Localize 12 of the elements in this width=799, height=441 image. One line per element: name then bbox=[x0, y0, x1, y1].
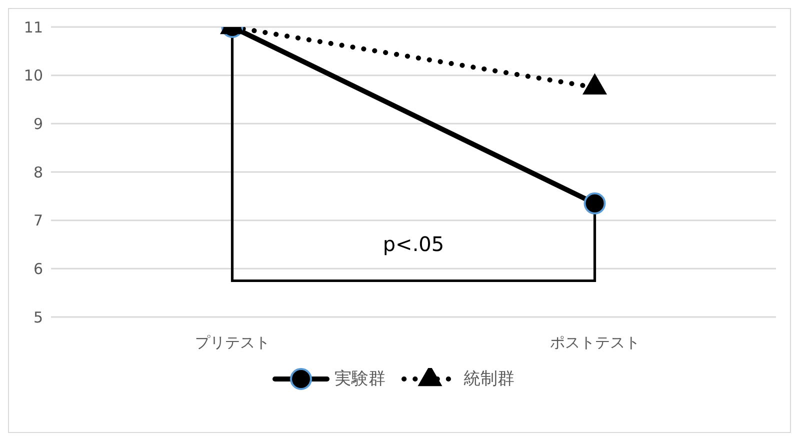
x-tick-label: プリテスト bbox=[194, 334, 270, 352]
annotation: p<.05 bbox=[382, 232, 444, 256]
y-tick-label: 7 bbox=[33, 212, 43, 230]
y-tick-label: 8 bbox=[33, 163, 43, 182]
x-tick-label: ポストテスト bbox=[550, 334, 640, 352]
y-tick-label: 5 bbox=[33, 308, 43, 326]
y-tick-label: 10 bbox=[24, 66, 43, 85]
y-tick-label: 9 bbox=[33, 114, 43, 133]
legend-label: 実験群 bbox=[334, 368, 386, 390]
y-tick-label: 6 bbox=[33, 260, 43, 278]
legend-label: 統制群 bbox=[464, 368, 514, 390]
y-tick-label: 11 bbox=[24, 18, 43, 36]
